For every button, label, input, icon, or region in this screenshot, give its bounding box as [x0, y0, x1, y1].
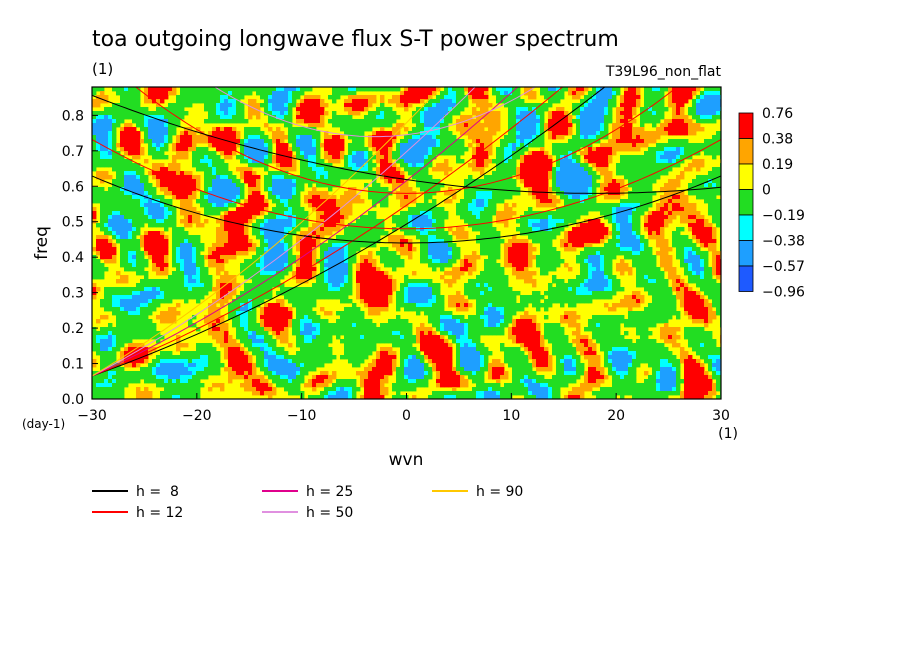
colorbar-label: 0 — [762, 183, 771, 199]
x-tick-label: 30 — [712, 408, 730, 424]
colorbar-label: −0.96 — [762, 285, 805, 301]
experiment-label: T39L96_non_flat — [605, 64, 722, 80]
colorbar-swatch — [738, 112, 754, 139]
gravity-curve — [92, 139, 721, 230]
y-axis-label: freq — [32, 226, 52, 260]
y-tick-label: 0.6 — [62, 179, 84, 195]
colorbar-swatch — [738, 163, 754, 190]
colorbar-swatch — [738, 240, 754, 267]
gravity-curve — [135, 87, 678, 194]
kelvin-curve — [92, 87, 606, 377]
legend: h = 8 h = 12 h = 25 h = 50 h = 90 — [92, 484, 523, 521]
colorbar: 0.76 0.38 0.19 0 −0.19 −0.38 −0.57 −0.96 — [738, 106, 805, 301]
y-tick-label: 0.2 — [62, 321, 84, 337]
colorbar-label: 0.38 — [762, 132, 793, 148]
x-tick-label: −20 — [182, 408, 212, 424]
gravity-curve — [92, 94, 721, 194]
kelvin-curve — [92, 87, 476, 377]
colorbar-label: 0.19 — [762, 157, 793, 173]
colorbar-label: −0.38 — [762, 234, 805, 250]
x-axis-label: wvn — [389, 450, 424, 470]
x-axis-units: (1) — [718, 426, 738, 442]
colorbar-label: −0.57 — [762, 259, 805, 275]
colorbar-label: −0.19 — [762, 208, 805, 224]
legend-label: h = 12 — [136, 505, 183, 521]
x-tick-label: 0 — [402, 408, 411, 424]
legend-label: h = 8 — [136, 484, 179, 500]
chart-title-units: (1) — [92, 60, 113, 78]
legend-label: h = 90 — [476, 484, 523, 500]
y-axis-units: (day-1) — [22, 417, 65, 431]
y-tick-label: 0.7 — [62, 144, 84, 160]
y-tick-label: 0.5 — [62, 215, 84, 231]
gravity-curve — [214, 87, 537, 138]
kelvin-curve — [92, 87, 564, 377]
colorbar-swatch — [738, 138, 754, 165]
legend-label: h = 50 — [306, 505, 353, 521]
heatmap-field — [92, 87, 721, 399]
x-tick-label: 20 — [607, 408, 625, 424]
y-tick-label: 0.4 — [62, 250, 84, 266]
legend-label: h = 25 — [306, 484, 353, 500]
x-tick-label: −30 — [77, 408, 107, 424]
gravity-curve — [92, 175, 721, 244]
y-tick-label: 0.1 — [62, 357, 84, 373]
x-axis-ticks: −30 −20 −10 0 10 20 30 — [77, 393, 730, 424]
dispersion-curves — [92, 87, 721, 377]
colorbar-label: 0.76 — [762, 106, 793, 122]
y-tick-label: 0.8 — [62, 108, 84, 124]
chart-title: toa outgoing longwave flux S-T power spe… — [92, 27, 619, 52]
y-tick-label: 0.0 — [62, 392, 84, 408]
colorbar-swatch — [738, 214, 754, 241]
kelvin-curve — [92, 87, 442, 377]
y-axis-ticks: 0.0 0.1 0.2 0.3 0.4 0.5 0.6 0.7 0.8 — [62, 108, 98, 408]
colorbar-swatch — [738, 265, 754, 292]
x-tick-label: −10 — [287, 408, 317, 424]
colorbar-swatch — [738, 189, 754, 216]
kelvin-curve — [92, 87, 519, 377]
y-tick-label: 0.3 — [62, 286, 84, 302]
x-tick-label: 10 — [502, 408, 520, 424]
